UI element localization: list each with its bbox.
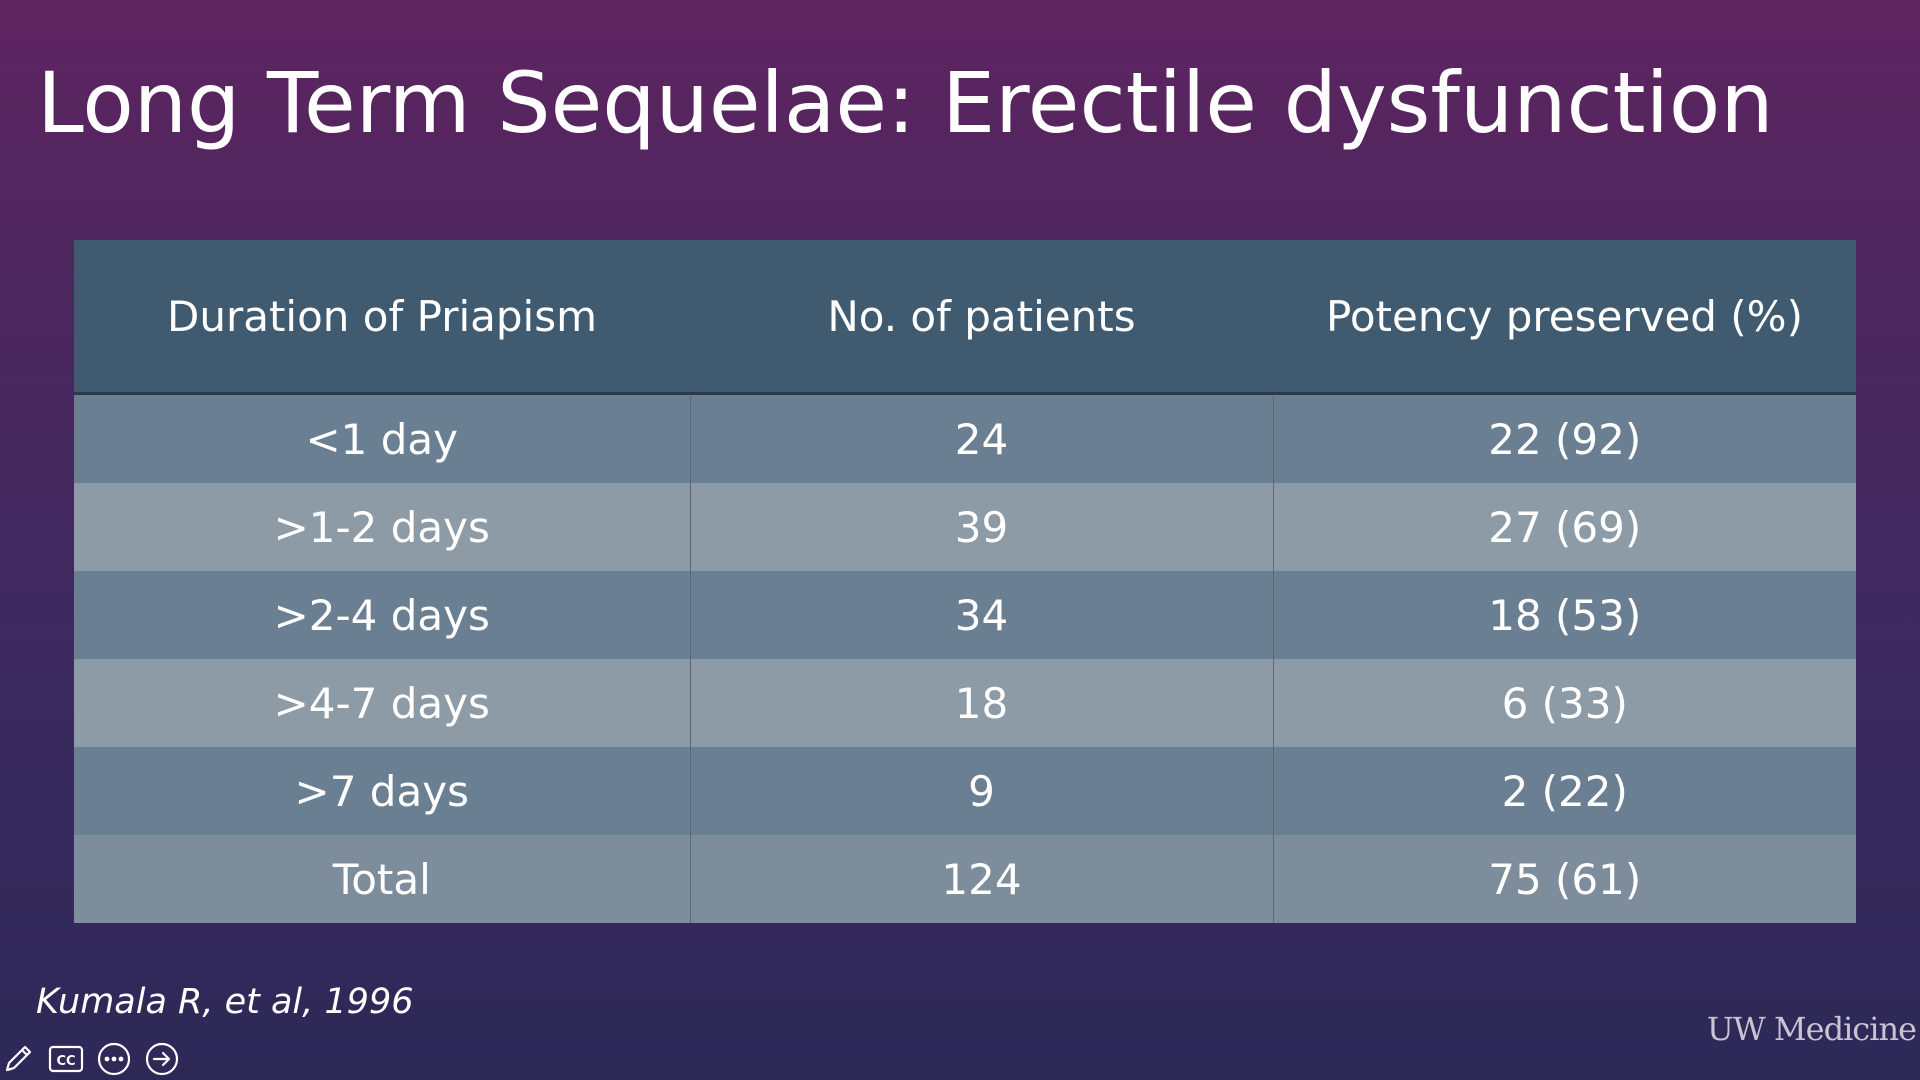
cell-potency: 18 (53) — [1273, 571, 1856, 659]
table-row: >1-2 days 39 27 (69) — [74, 483, 1856, 571]
cell-duration: >1-2 days — [74, 483, 691, 571]
table-row: >2-4 days 34 18 (53) — [74, 571, 1856, 659]
cell-patients: 18 — [690, 659, 1274, 747]
next-slide-button[interactable] — [144, 1041, 180, 1077]
table-header: Duration of Priapism No. of patients Pot… — [74, 240, 1856, 395]
header-patients: No. of patients — [690, 240, 1273, 395]
table-row: >4-7 days 18 6 (33) — [74, 659, 1856, 747]
citation: Kumala R, et al, 1996 — [36, 982, 414, 1022]
table-row: >7 days 9 2 (22) — [74, 747, 1856, 835]
more-options-button[interactable] — [96, 1041, 132, 1077]
presentation-controls: CC — [0, 1040, 192, 1078]
table-total-row: Total 124 75 (61) — [74, 835, 1856, 923]
cell-duration: Total — [74, 835, 691, 923]
header-potency: Potency preserved (%) — [1273, 240, 1856, 395]
cell-duration: <1 day — [74, 393, 691, 483]
cell-patients: 24 — [690, 393, 1274, 483]
table-header-row: Duration of Priapism No. of patients Pot… — [74, 240, 1856, 395]
cell-potency: 75 (61) — [1273, 835, 1856, 923]
closed-captions-icon: CC — [48, 1045, 84, 1073]
cell-duration: >4-7 days — [74, 659, 691, 747]
cell-patients: 34 — [690, 571, 1274, 659]
closed-captions-button[interactable]: CC — [48, 1041, 84, 1077]
uw-medicine-logo: UW Medicine — [1706, 1010, 1917, 1048]
table-row: <1 day 24 22 (92) — [74, 393, 1856, 483]
pen-icon — [5, 1045, 32, 1072]
pen-button[interactable] — [0, 1041, 36, 1077]
cell-potency: 2 (22) — [1273, 747, 1856, 835]
cell-patients: 9 — [690, 747, 1274, 835]
priapism-outcomes-table: Duration of Priapism No. of patients Pot… — [74, 240, 1856, 923]
cell-patients: 124 — [690, 835, 1274, 923]
cell-duration: >2-4 days — [74, 571, 691, 659]
slide-title: Long Term Sequelae: Erectile dysfunction — [37, 54, 1774, 152]
cell-potency: 22 (92) — [1273, 393, 1856, 483]
cell-patients: 39 — [690, 483, 1274, 571]
table-body: <1 day 24 22 (92) >1-2 days 39 27 (69) >… — [74, 393, 1856, 923]
cell-potency: 6 (33) — [1273, 659, 1856, 747]
next-slide-icon — [145, 1042, 179, 1076]
header-duration: Duration of Priapism — [74, 240, 690, 395]
more-options-icon — [97, 1042, 131, 1076]
cc-label: CC — [56, 1054, 75, 1069]
cell-potency: 27 (69) — [1273, 483, 1856, 571]
cell-duration: >7 days — [74, 747, 691, 835]
